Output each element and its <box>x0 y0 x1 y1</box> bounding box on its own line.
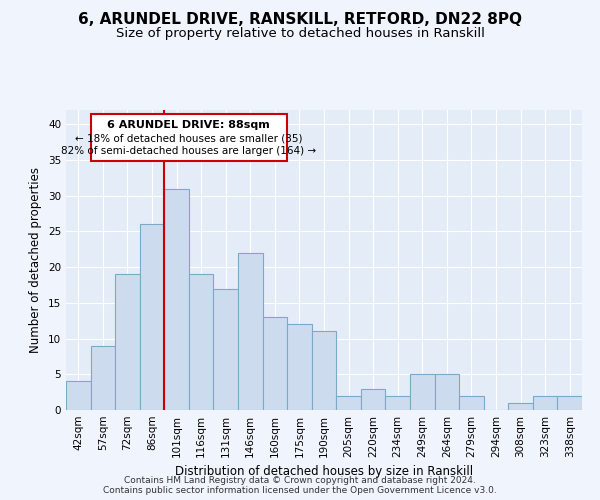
Bar <box>189 274 214 410</box>
Bar <box>214 288 238 410</box>
Text: Size of property relative to detached houses in Ranskill: Size of property relative to detached ho… <box>116 28 484 40</box>
Text: 82% of semi-detached houses are larger (164) →: 82% of semi-detached houses are larger (… <box>61 146 316 156</box>
X-axis label: Distribution of detached houses by size in Ranskill: Distribution of detached houses by size … <box>175 466 473 478</box>
FancyBboxPatch shape <box>91 114 287 162</box>
Text: ← 18% of detached houses are smaller (35): ← 18% of detached houses are smaller (35… <box>75 134 302 143</box>
Bar <box>312 332 336 410</box>
Bar <box>115 274 140 410</box>
Text: 6 ARUNDEL DRIVE: 88sqm: 6 ARUNDEL DRIVE: 88sqm <box>107 120 270 130</box>
Bar <box>508 403 533 410</box>
Bar <box>410 374 434 410</box>
Bar <box>361 388 385 410</box>
Bar <box>336 396 361 410</box>
Text: Contains public sector information licensed under the Open Government Licence v3: Contains public sector information licen… <box>103 486 497 495</box>
Bar <box>533 396 557 410</box>
Bar <box>385 396 410 410</box>
Bar <box>238 253 263 410</box>
Bar <box>459 396 484 410</box>
Bar <box>557 396 582 410</box>
Bar <box>263 317 287 410</box>
Bar <box>287 324 312 410</box>
Bar <box>164 188 189 410</box>
Bar <box>66 382 91 410</box>
Bar <box>91 346 115 410</box>
Bar <box>434 374 459 410</box>
Text: 6, ARUNDEL DRIVE, RANSKILL, RETFORD, DN22 8PQ: 6, ARUNDEL DRIVE, RANSKILL, RETFORD, DN2… <box>78 12 522 28</box>
Bar <box>140 224 164 410</box>
Text: Contains HM Land Registry data © Crown copyright and database right 2024.: Contains HM Land Registry data © Crown c… <box>124 476 476 485</box>
Y-axis label: Number of detached properties: Number of detached properties <box>29 167 43 353</box>
